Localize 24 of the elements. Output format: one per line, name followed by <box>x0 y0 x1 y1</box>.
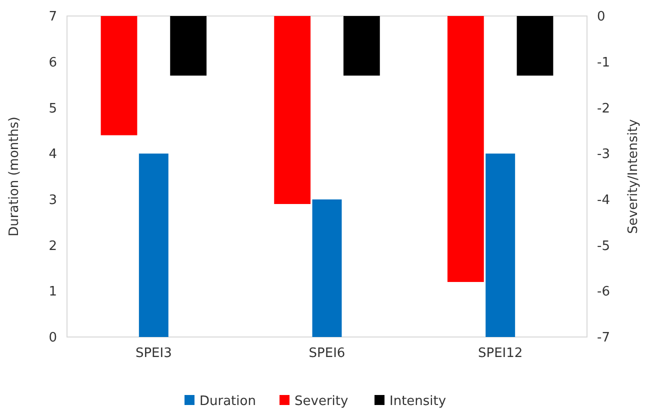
y2-tick-label: -3 <box>597 147 610 162</box>
legend-label: Intensity <box>390 394 446 409</box>
y-tick-label: 3 <box>48 192 57 208</box>
y-tick-label: 7 <box>48 10 57 25</box>
y-tick-label: 2 <box>48 238 57 254</box>
y-tick-label: 1 <box>48 284 57 300</box>
y2-tick-label: -7 <box>597 330 610 346</box>
y-tick-label: 6 <box>48 55 57 70</box>
y-tick-label: 0 <box>48 330 57 346</box>
y2-axis-title: Severity/Intensity <box>626 118 641 234</box>
y-tick-label: 4 <box>48 147 57 162</box>
y2-tick-label: -6 <box>597 284 610 300</box>
y2-tick-label: -2 <box>597 101 610 116</box>
legend-label: Severity <box>294 394 348 409</box>
y2-tick-label: -5 <box>597 238 610 254</box>
y2-tick-label: -4 <box>597 192 610 208</box>
y2-tick-label: 0 <box>597 10 606 25</box>
x-tick-label: SPEI3 <box>135 346 172 361</box>
x-tick-label: SPEI6 <box>308 346 346 361</box>
y-tick-label: 5 <box>48 101 57 116</box>
legend-label: Duration <box>200 394 256 409</box>
y-axis-title: Duration (months) <box>7 116 22 236</box>
y2-tick-label: -1 <box>597 55 610 70</box>
x-tick-label: SPEI12 <box>478 346 523 361</box>
